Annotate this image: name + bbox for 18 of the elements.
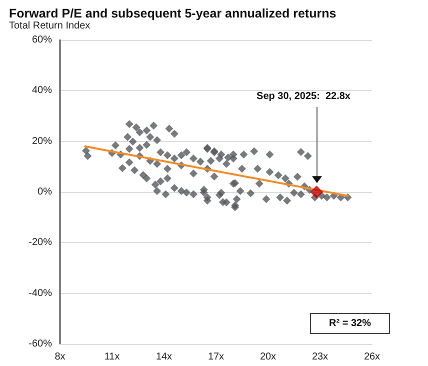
chart-subtitle: Total Return Index [9, 20, 90, 32]
y-tick-label: -60% [28, 338, 52, 350]
x-tick-label: 17x [208, 352, 224, 362]
y-tick-label: 60% [32, 34, 52, 46]
x-tick-label: 20x [260, 352, 276, 362]
annotation: R² = 32% [310, 313, 390, 334]
y-tick-label: 0% [38, 186, 52, 198]
x-tick-label: 8x [54, 352, 66, 362]
x-tick-label: 26x [364, 352, 380, 362]
y-tick-label: 40% [32, 85, 52, 96]
annotation: Sep 30, 2025: 22.8x [256, 90, 350, 102]
x-tick-label: 11x [104, 352, 120, 362]
y-tick-label: -40% [28, 288, 52, 299]
x-tick-label: 23x [312, 352, 328, 362]
y-tick-label: -20% [28, 237, 52, 248]
y-tick-label: 20% [32, 136, 52, 147]
x-tick-label: 14x [156, 352, 172, 362]
chart-title: Forward P/E and subsequent 5-year annualized returns [9, 6, 336, 20]
